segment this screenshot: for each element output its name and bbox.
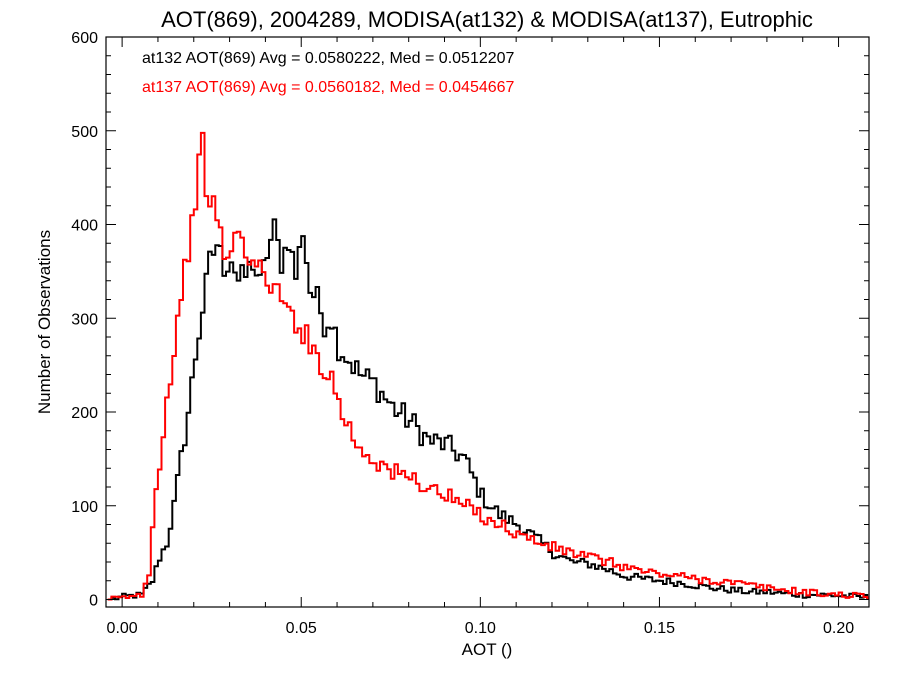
y-tick-label: 400 (71, 218, 98, 235)
x-tick-label: 0.15 (644, 620, 675, 637)
x-tick-label: 0.20 (823, 620, 854, 637)
y-tick-label: 200 (71, 405, 98, 422)
series-line-1 (107, 131, 869, 601)
y-tick-label: 100 (71, 499, 98, 516)
series-line-0 (107, 218, 869, 601)
annotation-at132: at132 AOT(869) Avg = 0.0580222, Med = 0.… (142, 50, 515, 67)
y-tick-label: 600 (71, 30, 98, 47)
x-tick-label: 0.10 (465, 620, 496, 637)
y-tick-label: 500 (71, 124, 98, 141)
annotation-at137: at137 AOT(869) Avg = 0.0560182, Med = 0.… (142, 79, 515, 96)
plot-frame (105, 36, 870, 608)
y-tick-label: 300 (71, 311, 98, 328)
y-tick-label: 0 (89, 593, 98, 610)
x-axis-label: AOT () (462, 640, 513, 659)
tick-layer: 0.00 0.05 0.10 0.15 0.20 0 100 200 300 400 500 600 (71, 30, 869, 637)
series-layer (107, 131, 869, 601)
y-axis-label: Number of Observations (35, 230, 54, 414)
x-tick-label: 0.00 (107, 620, 138, 637)
x-tick-label: 0.05 (286, 620, 317, 637)
chart-title: AOT(869), 2004289, MODISA(at132) & MODIS… (161, 7, 813, 32)
